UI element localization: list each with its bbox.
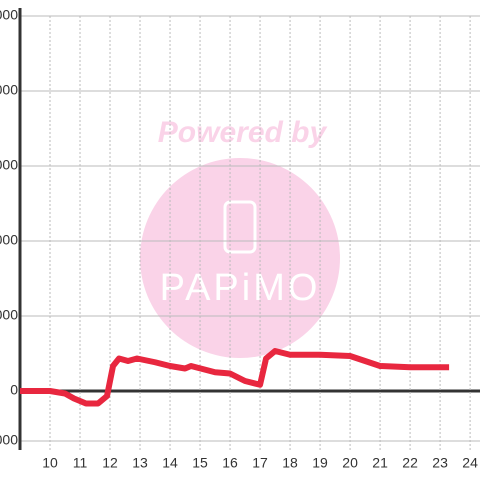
y-tick-label: -20,000 (0, 432, 18, 448)
x-tick-label: 17 (252, 455, 268, 471)
x-tick-label: 14 (162, 455, 178, 471)
watermark-text: Powered by (158, 116, 328, 149)
watermark-logo: PAPiMO (160, 267, 321, 309)
y-tick-label: 0 (10, 382, 18, 398)
x-tick-label: 16 (222, 455, 238, 471)
x-tick-label: 18 (282, 455, 298, 471)
line-series (20, 348, 450, 407)
x-tick-label: 20 (342, 455, 358, 471)
x-tick-label: 23 (432, 455, 448, 471)
y-tick-label: 150,000 (0, 7, 18, 23)
y-tick-label: 30,000 (0, 307, 18, 323)
y-tick-label: 60,000 (0, 232, 18, 248)
x-tick-label: 10 (42, 455, 58, 471)
watermark-icon (223, 200, 257, 254)
x-tick-label: 12 (102, 455, 118, 471)
x-tick-label: 13 (132, 455, 148, 471)
x-tick-label: 15 (192, 455, 208, 471)
x-tick-label: 21 (372, 455, 388, 471)
x-tick-label: 11 (73, 455, 88, 471)
y-tick-label: 120,000 (0, 82, 18, 98)
x-tick-label: 24 (462, 455, 478, 471)
x-tick-label: 22 (402, 455, 418, 471)
x-tick-label: 19 (312, 455, 328, 471)
y-tick-label: 90,000 (0, 157, 18, 173)
